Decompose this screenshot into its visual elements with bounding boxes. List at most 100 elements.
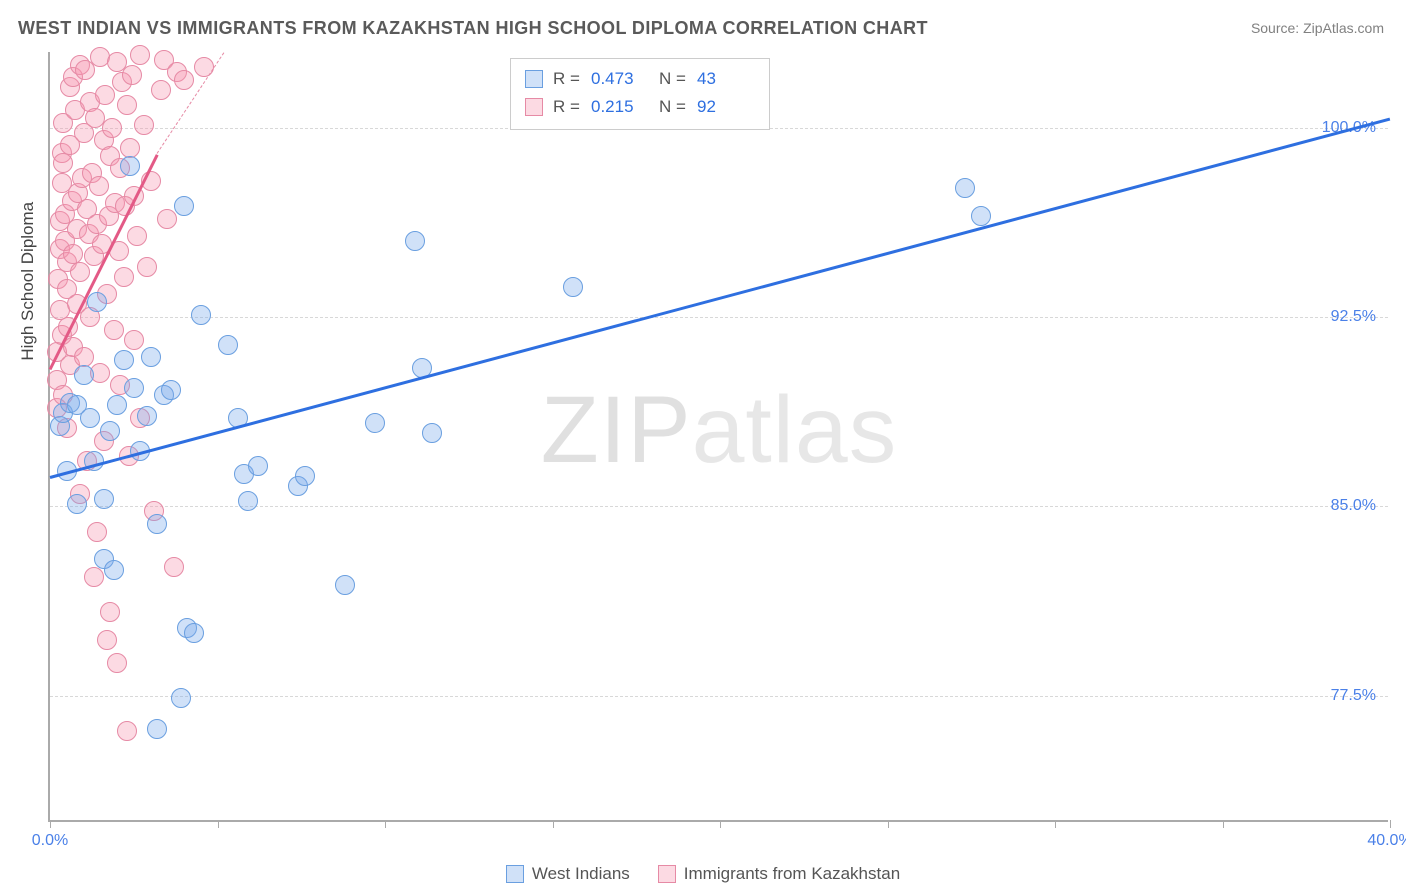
x-tick <box>720 820 721 828</box>
scatter-point <box>89 176 109 196</box>
scatter-point <box>141 347 161 367</box>
scatter-point <box>174 70 194 90</box>
x-tick <box>553 820 554 828</box>
scatter-point <box>238 491 258 511</box>
scatter-point <box>97 630 117 650</box>
scatter-point <box>171 688 191 708</box>
scatter-point <box>67 494 87 514</box>
legend-label: West Indians <box>532 864 630 884</box>
source-label: Source: <box>1251 20 1303 36</box>
scatter-point <box>295 466 315 486</box>
legend-swatch <box>658 865 676 883</box>
source-link[interactable]: ZipAtlas.com <box>1303 20 1384 36</box>
stats-legend-box: R =0.473N =43R =0.215N =92 <box>510 58 770 130</box>
x-tick-label: 0.0% <box>32 832 68 850</box>
chart-title: WEST INDIAN VS IMMIGRANTS FROM KAZAKHSTA… <box>18 18 928 39</box>
series-swatch <box>525 98 543 116</box>
plot-surface: ZIPatlas 77.5%85.0%92.5%100.0%0.0%40.0% <box>50 52 1388 820</box>
scatter-point <box>191 305 211 325</box>
chart-area: ZIPatlas 77.5%85.0%92.5%100.0%0.0%40.0% <box>48 52 1388 822</box>
scatter-point <box>164 557 184 577</box>
y-tick-label: 77.5% <box>1331 687 1376 705</box>
scatter-point <box>422 423 442 443</box>
scatter-point <box>130 45 150 65</box>
scatter-point <box>117 721 137 741</box>
watermark: ZIPatlas <box>541 376 897 485</box>
scatter-point <box>100 421 120 441</box>
r-label: R = <box>553 97 581 117</box>
legend-swatch <box>506 865 524 883</box>
scatter-point <box>80 408 100 428</box>
scatter-point <box>955 178 975 198</box>
x-tick <box>1390 820 1391 828</box>
scatter-point <box>107 395 127 415</box>
watermark-thin: atlas <box>692 377 898 483</box>
scatter-point <box>184 623 204 643</box>
x-tick <box>50 820 51 828</box>
source-attribution: Source: ZipAtlas.com <box>1251 20 1384 36</box>
stats-row: R = 0.215 N = 92 <box>525 93 755 121</box>
scatter-point <box>127 226 147 246</box>
r-value: 0.215 <box>591 97 649 117</box>
watermark-bold: ZIP <box>541 377 692 483</box>
y-tick-label: 92.5% <box>1331 308 1376 326</box>
bottom-legend: West Indians Immigrants from Kazakhstan <box>0 864 1406 884</box>
scatter-point <box>104 320 124 340</box>
scatter-point <box>107 653 127 673</box>
scatter-point <box>365 413 385 433</box>
scatter-point <box>114 267 134 287</box>
scatter-point <box>114 350 134 370</box>
scatter-point <box>194 57 214 77</box>
scatter-point <box>95 85 115 105</box>
scatter-point <box>137 406 157 426</box>
scatter-point <box>87 522 107 542</box>
scatter-point <box>87 292 107 312</box>
scatter-point <box>74 365 94 385</box>
gridline <box>50 317 1388 318</box>
scatter-point <box>124 378 144 398</box>
scatter-point <box>147 719 167 739</box>
n-value: 43 <box>697 69 755 89</box>
scatter-point <box>161 380 181 400</box>
scatter-point <box>100 602 120 622</box>
r-label: R = <box>553 69 581 89</box>
stats-row: R =0.473N =43 <box>525 65 755 93</box>
scatter-point <box>971 206 991 226</box>
scatter-point <box>335 575 355 595</box>
scatter-point <box>122 65 142 85</box>
n-value: 92 <box>697 97 755 117</box>
scatter-point <box>174 196 194 216</box>
trend-line <box>50 118 1391 479</box>
y-axis-label: High School Diploma <box>18 202 38 361</box>
scatter-point <box>117 95 137 115</box>
n-label: N = <box>659 97 687 117</box>
scatter-point <box>137 257 157 277</box>
x-tick <box>888 820 889 828</box>
scatter-point <box>120 156 140 176</box>
scatter-point <box>124 330 144 350</box>
scatter-point <box>94 489 114 509</box>
scatter-point <box>563 277 583 297</box>
x-tick <box>1223 820 1224 828</box>
y-tick-label: 85.0% <box>1331 497 1376 515</box>
scatter-point <box>218 335 238 355</box>
scatter-point <box>248 456 268 476</box>
x-tick <box>1055 820 1056 828</box>
scatter-point <box>134 115 154 135</box>
scatter-point <box>104 560 124 580</box>
scatter-point <box>84 567 104 587</box>
scatter-point <box>147 514 167 534</box>
scatter-point <box>53 153 73 173</box>
scatter-point <box>405 231 425 251</box>
x-tick-label: 40.0% <box>1367 832 1406 850</box>
legend-item: Immigrants from Kazakhstan <box>658 864 900 884</box>
series-swatch <box>525 70 543 88</box>
legend-label: Immigrants from Kazakhstan <box>684 864 900 884</box>
scatter-point <box>102 118 122 138</box>
gridline <box>50 696 1388 697</box>
x-tick <box>218 820 219 828</box>
scatter-point <box>157 209 177 229</box>
legend-item: West Indians <box>506 864 630 884</box>
scatter-point <box>151 80 171 100</box>
n-label: N = <box>659 69 687 89</box>
